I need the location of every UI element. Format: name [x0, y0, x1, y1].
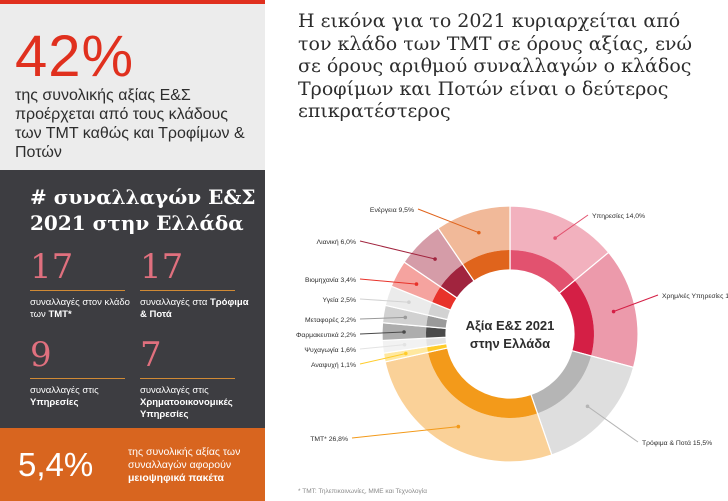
stat-label: συναλλαγές στα Τρόφιμα & Ποτά: [140, 297, 249, 320]
slice-label: Υγεία 2,5%: [323, 296, 356, 304]
footnote: * ΤΜΤ: Τηλεπικοινωνίες, ΜΜΕ και Τεχνολογ…: [298, 488, 427, 495]
donut-outer-segment: [438, 206, 510, 265]
leader-dot: [404, 351, 408, 356]
donut-outer-segment: [510, 206, 609, 281]
deal-count-panel: [0, 170, 265, 428]
leader-line: [359, 240, 436, 260]
slice-label: Χρημ/κές Υπηρεσίες 15,2%: [662, 292, 728, 300]
stat-divider: [140, 290, 235, 291]
slice-label: Αναψυχή 1,1%: [311, 362, 356, 369]
slice-label: Τρόφιμα & Ποτά 15,5%: [642, 439, 712, 447]
donut-outer-segment: [537, 355, 634, 455]
leader-line: [359, 298, 409, 303]
donut-outer-segment: [385, 352, 552, 462]
leader-dot: [414, 282, 419, 286]
leader-dot: [553, 236, 557, 240]
stat-value: 7: [140, 335, 162, 375]
donut-center: [446, 270, 574, 398]
chart-title-line-1: Αξία Ε&Σ 2021: [466, 318, 555, 333]
leader-dot: [611, 309, 616, 314]
donut-outer-segment: [574, 252, 638, 368]
stat-tmt: 17 συναλλαγές στον κλάδο των ΤΜΤ*: [30, 248, 140, 321]
donut-outer-segment: [391, 262, 441, 303]
leader-line: [587, 405, 639, 443]
stat-divider: [140, 378, 235, 379]
slice-label: Φαρμακευτικά 2,2%: [296, 331, 356, 339]
leader-dot: [456, 424, 461, 429]
leader-line: [554, 214, 589, 239]
stat-divider: [30, 378, 125, 379]
leader-dot: [407, 300, 411, 304]
stat-label: συναλλαγές στις Χρηματοοικονομικές Υπηρε…: [140, 385, 233, 420]
slice-label: Βιομηχανία 3,4%: [305, 276, 356, 284]
minority-stakes-panel: [0, 428, 265, 501]
slice-label: Λιανική 6,0%: [317, 239, 356, 246]
leader-line: [359, 344, 405, 350]
deal-count-title: # συναλλαγών Ε&Σ 2021 στην Ελλάδα: [30, 185, 256, 235]
chart-title-line-2: στην Ελλάδα: [470, 336, 550, 351]
slice-label: Μεταφορές 2,2%: [305, 316, 356, 324]
donut-outer-segment: [404, 228, 463, 287]
donut-segment: [510, 250, 575, 294]
slice-label: Υπηρεσίες 14,0%: [592, 212, 645, 220]
leader-dot: [433, 257, 437, 261]
donut-segment: [530, 350, 592, 414]
donut-segment: [426, 326, 447, 339]
leader-line: [613, 294, 659, 312]
stat-label: συναλλαγές στον κλάδο των ΤΜΤ*: [30, 297, 130, 320]
donut-segment: [426, 343, 448, 353]
leader-dot: [402, 342, 407, 347]
donut-segment: [559, 280, 594, 356]
stat-food-beverage: 17 συναλλαγές στα Τρόφιμα & Ποτά: [140, 248, 250, 321]
highlight-panel: [0, 4, 265, 170]
headline: Η εικόνα για το 2021 κυριαρχείται από το…: [298, 10, 692, 122]
stat-value: 9: [30, 335, 52, 375]
slice-label: Ενέργεια 9,5%: [370, 206, 414, 214]
leader-line: [417, 208, 480, 234]
stat-financial-services: 7 συναλλαγές στις Χρηματοοικονομικές Υπη…: [140, 336, 250, 421]
donut-segment: [440, 264, 475, 299]
minority-stakes-description: της συνολικής αξίας των συναλλαγών αφορο…: [128, 446, 241, 484]
leader-dot: [403, 315, 408, 320]
highlight-description: της συνολικής αξίας Ε&Σ προέρχεται από τ…: [15, 87, 245, 161]
slice-label: ΤΜΤ* 26,8%: [310, 436, 348, 443]
highlight-percentage: 42%: [15, 24, 135, 89]
stat-services: 9 συναλλαγές στις Υπηρεσίες: [30, 336, 140, 409]
leader-line: [359, 278, 417, 285]
leader-dot: [477, 230, 481, 235]
leader-dot: [402, 330, 406, 334]
leader-line: [359, 353, 406, 365]
stat-value: 17: [140, 247, 184, 287]
leader-line: [359, 331, 405, 335]
donut-segment: [432, 286, 458, 311]
donut-segment: [428, 347, 538, 418]
leader-dot: [585, 404, 590, 409]
leader-line: [351, 426, 459, 439]
minority-stakes-percentage: 5,4%: [18, 446, 94, 483]
donut-segment: [462, 250, 510, 282]
stat-divider: [30, 290, 125, 291]
donut-segment: [428, 302, 451, 320]
sector-value-donut-chart: Υπηρεσίες 14,0% Χρημ/κές Υπηρεσίες 15,2% Τ…: [296, 205, 728, 463]
stat-label: συναλλαγές στις Υπηρεσίες: [30, 385, 99, 408]
top-accent-line: [0, 0, 265, 4]
leader-line: [359, 316, 406, 320]
stat-value: 17: [30, 247, 74, 287]
slice-label: Ψυχαγωγία 1,6%: [304, 346, 356, 354]
